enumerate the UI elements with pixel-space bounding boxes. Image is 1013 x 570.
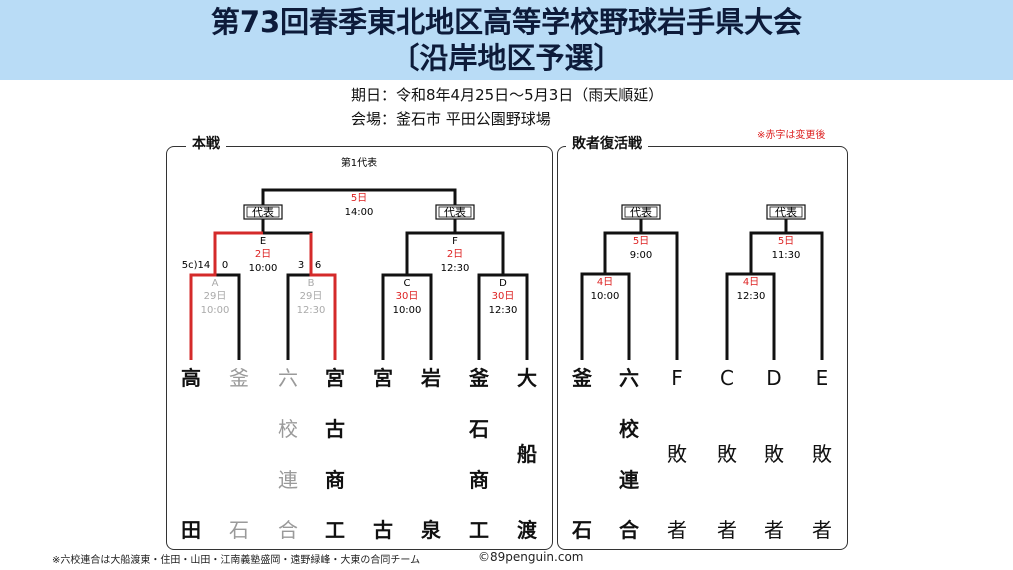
team-char: 釜 [469, 366, 489, 390]
copyright: ©89penguin.com [478, 550, 584, 564]
team-char: 者 [717, 518, 737, 542]
daihyo-box-rep-left: 代表 [621, 204, 661, 220]
match-d-time: 12:30 [489, 305, 518, 316]
score-e-3: 3 [298, 260, 304, 271]
team-char: 合 [278, 518, 298, 542]
match-a-day: 29日 [204, 291, 227, 302]
team-char: 岩 [421, 366, 441, 390]
match-b-time: 12:30 [297, 305, 326, 316]
winner-path-right [309, 233, 337, 360]
team-char: 宮 [373, 366, 393, 390]
team-char: E [815, 366, 829, 390]
team-char: C [720, 366, 734, 390]
team-char: 石 [572, 518, 592, 542]
daihyo-box-rep-right: 代表 [766, 204, 806, 220]
match-f-time: 12:30 [441, 263, 470, 274]
team-char: 船 [517, 442, 537, 466]
team-char: 高 [181, 366, 201, 390]
team-char: 工 [325, 518, 345, 542]
winner-path-left [189, 231, 263, 360]
main-panel-label: 本戦 [186, 133, 226, 153]
match-c-letter: C [404, 278, 411, 289]
team-char: 敗 [812, 442, 832, 466]
team-char: 校 [278, 417, 298, 441]
team-char: 工 [469, 518, 489, 542]
final-time: 14:00 [345, 207, 374, 218]
team-char: 釜 [572, 366, 592, 390]
daihyo-label-rep-left: 代表 [630, 205, 652, 219]
daihyo-box-right: 代表 [435, 204, 475, 220]
change-note: ※赤字は変更後 [757, 130, 826, 141]
team-char: 石 [229, 518, 249, 542]
team-char: 敗 [667, 442, 687, 466]
main-panel [166, 146, 553, 550]
team-char: 釜 [229, 366, 249, 390]
team-char: 渡 [517, 518, 537, 542]
repechage-panel-label: 敗者復活戦 [566, 133, 648, 153]
final-day: 5日 [351, 193, 367, 204]
match-e-letter: E [260, 236, 266, 247]
daihyo-label-right: 代表 [444, 205, 466, 219]
match-b-letter: B [308, 278, 315, 289]
match-d-day: 30日 [492, 291, 515, 302]
tournament-title: 第73回春季東北地区高等学校野球岩手県大会 [210, 5, 803, 39]
match-b-day: 29日 [300, 291, 323, 302]
team-char: 校 [619, 417, 639, 441]
match-f-letter: F [452, 236, 458, 247]
match-d-letter: D [499, 278, 507, 289]
team-char: 六 [278, 366, 298, 390]
score-e-4: 6 [315, 260, 321, 271]
venue-info: 会場：釜石市 平田公園野球場 [351, 110, 551, 128]
daihyo-label-left: 代表 [252, 205, 274, 219]
match-a-letter: A [212, 278, 219, 289]
match-e-time: 10:00 [249, 263, 278, 274]
team-char: 連 [278, 468, 298, 492]
top-label: 第1代表 [341, 156, 377, 169]
title-banner [0, 0, 1013, 80]
team-char: 者 [667, 518, 687, 542]
team-char: 者 [764, 518, 784, 542]
daihyo-box-left: 代表 [243, 204, 283, 220]
team-char: 商 [325, 468, 345, 492]
team-char: 六 [619, 366, 639, 390]
match-a-time: 10:00 [201, 305, 230, 316]
rep-left-semi-day: 4日 [597, 277, 613, 288]
team-char: 合 [619, 518, 639, 542]
team-char: 古 [325, 417, 345, 441]
final-line [261, 188, 457, 205]
match-f-day: 2日 [447, 249, 463, 260]
team-char: 敗 [764, 442, 784, 466]
rep-right-final-time: 11:30 [772, 250, 801, 261]
team-char: 石 [469, 417, 489, 441]
match-c-time: 10:00 [393, 305, 422, 316]
team-char: 田 [181, 518, 201, 542]
match-c-day: 30日 [396, 291, 419, 302]
rep-right-semi-time: 12:30 [737, 291, 766, 302]
daihyo-label-rep-right: 代表 [775, 205, 797, 219]
team-char: D [766, 366, 782, 390]
period-info: 期日：令和8年4月25日～5月3日（雨天順延） [351, 86, 664, 104]
team-char: 連 [619, 468, 639, 492]
rep-left-final-day: 5日 [633, 236, 649, 247]
footnote: ※六校連合は大船渡東・住田・山田・江南義塾盛岡・遠野緑峰・大東の合同チーム [52, 555, 421, 566]
team-char: 大 [517, 366, 537, 390]
rep-right-semi-day: 4日 [743, 277, 759, 288]
repechage-panel [557, 146, 848, 550]
tournament-subtitle: 〔沿岸地区予選〕 [390, 41, 623, 75]
rep-left-semi-time: 10:00 [591, 291, 620, 302]
team-char: F [671, 366, 683, 390]
team-char: 宮 [325, 366, 345, 390]
match-e-day: 2日 [255, 249, 271, 260]
score-e-2: 0 [222, 260, 228, 271]
team-char: 敗 [717, 442, 737, 466]
rep-right-final-day: 5日 [778, 236, 794, 247]
team-char: 商 [469, 468, 489, 492]
score-e-1: 5c)14 [182, 260, 211, 271]
team-char: 者 [812, 518, 832, 542]
team-char: 泉 [421, 518, 441, 542]
rep-left-final-time: 9:00 [630, 250, 652, 261]
team-char: 古 [373, 518, 393, 542]
